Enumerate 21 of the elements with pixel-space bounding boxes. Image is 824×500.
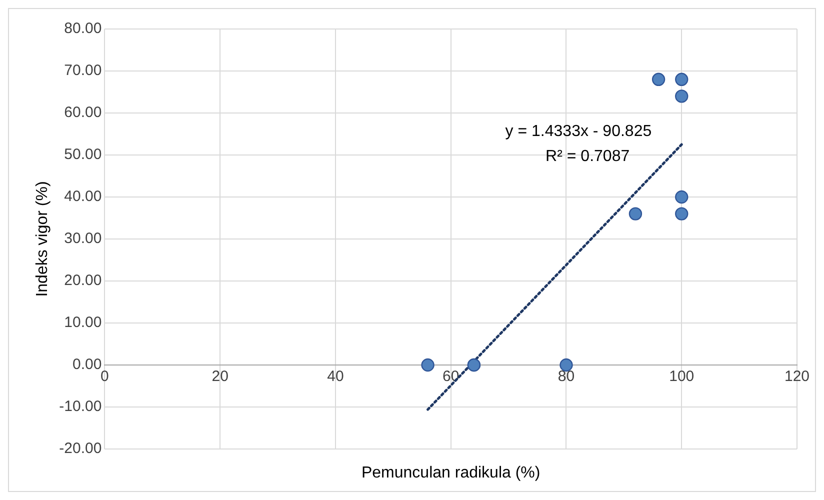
annotation: R² = 0.7087 bbox=[546, 148, 630, 165]
y-tick-label: 40.00 bbox=[64, 188, 102, 206]
x-tick-label: 0 bbox=[100, 368, 109, 386]
x-tick-label: 120 bbox=[784, 368, 810, 386]
x-tick-label: 20 bbox=[212, 368, 228, 386]
y-tick-label: 0.00 bbox=[72, 356, 102, 374]
y-tick-label: 60.00 bbox=[64, 104, 102, 122]
y-tick-label: 80.00 bbox=[64, 20, 102, 38]
y-tick-label: -10.00 bbox=[59, 398, 102, 416]
y-tick-label: 70.00 bbox=[64, 62, 102, 80]
x-tick-label: 100 bbox=[669, 368, 694, 386]
x-tick-label: 40 bbox=[327, 368, 344, 386]
y-tick-label: 30.00 bbox=[64, 230, 102, 248]
x-axis-title: Pemunculan radikula (%) bbox=[361, 464, 540, 482]
x-tick-label: 80 bbox=[558, 368, 575, 386]
y-tick-label: 10.00 bbox=[64, 314, 102, 332]
y-tick-label: -20.00 bbox=[59, 440, 102, 458]
y-tick-label: 20.00 bbox=[64, 272, 102, 290]
y-tick-label: 50.00 bbox=[64, 146, 102, 164]
annotation: y = 1.4333x - 90.825 bbox=[505, 122, 652, 140]
y-axis-title: Indeks vigor (%) bbox=[34, 181, 52, 297]
